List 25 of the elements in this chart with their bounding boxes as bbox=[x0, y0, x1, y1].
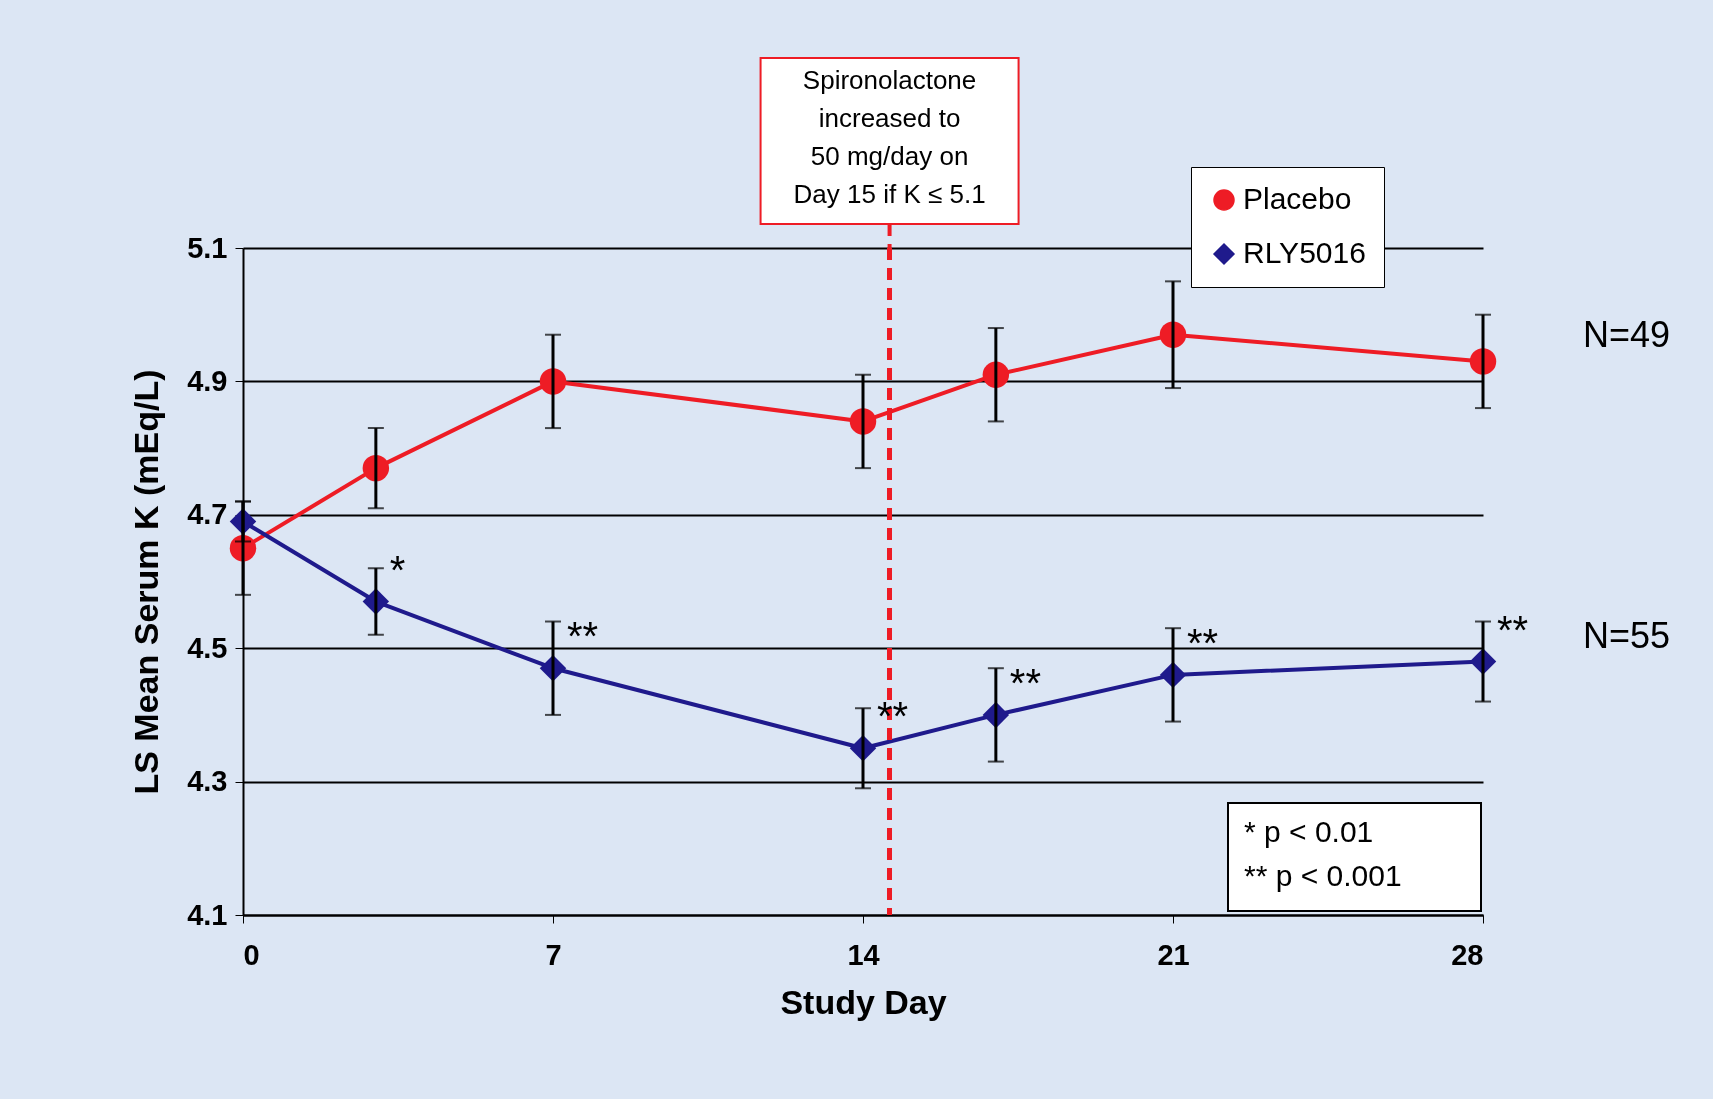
legend-label: Placebo bbox=[1243, 182, 1352, 215]
annotation: * p < 0.01 bbox=[1244, 815, 1374, 848]
annotation: ** bbox=[567, 614, 599, 659]
x-tick-label: 14 bbox=[847, 938, 880, 971]
x-axis-title: Study Day bbox=[780, 982, 947, 1021]
y-tick-label: 5.1 bbox=[187, 231, 228, 264]
y-tick-label: 4.5 bbox=[187, 631, 228, 664]
annotation: * bbox=[389, 547, 406, 592]
y-axis-title: LS Mean Serum K (mEq/L) bbox=[127, 369, 166, 795]
annotation: ** bbox=[1497, 607, 1529, 652]
text: N=49 bbox=[1583, 314, 1671, 356]
text: N=55 bbox=[1583, 614, 1671, 656]
x-tick-label: 0 bbox=[243, 938, 260, 971]
x-tick-label: 7 bbox=[545, 938, 562, 971]
annotation: ** bbox=[1187, 620, 1219, 665]
ref-line-label: Spironolactone increased to 50 mg/day on Day 15 if K ≤ 5.1 bbox=[793, 65, 986, 209]
x-tick-label: 28 bbox=[1451, 938, 1484, 971]
y-tick-label: 4.1 bbox=[187, 898, 228, 931]
annotation: ** p < 0.001 bbox=[1244, 859, 1402, 892]
annotation: ** bbox=[1009, 660, 1041, 705]
legend-label: RLY5016 bbox=[1243, 236, 1366, 269]
y-tick-label: 4.9 bbox=[187, 364, 228, 397]
y-tick-label: 4.3 bbox=[187, 765, 228, 798]
x-tick-label: 21 bbox=[1157, 938, 1190, 971]
y-tick-label: 4.7 bbox=[187, 498, 228, 531]
